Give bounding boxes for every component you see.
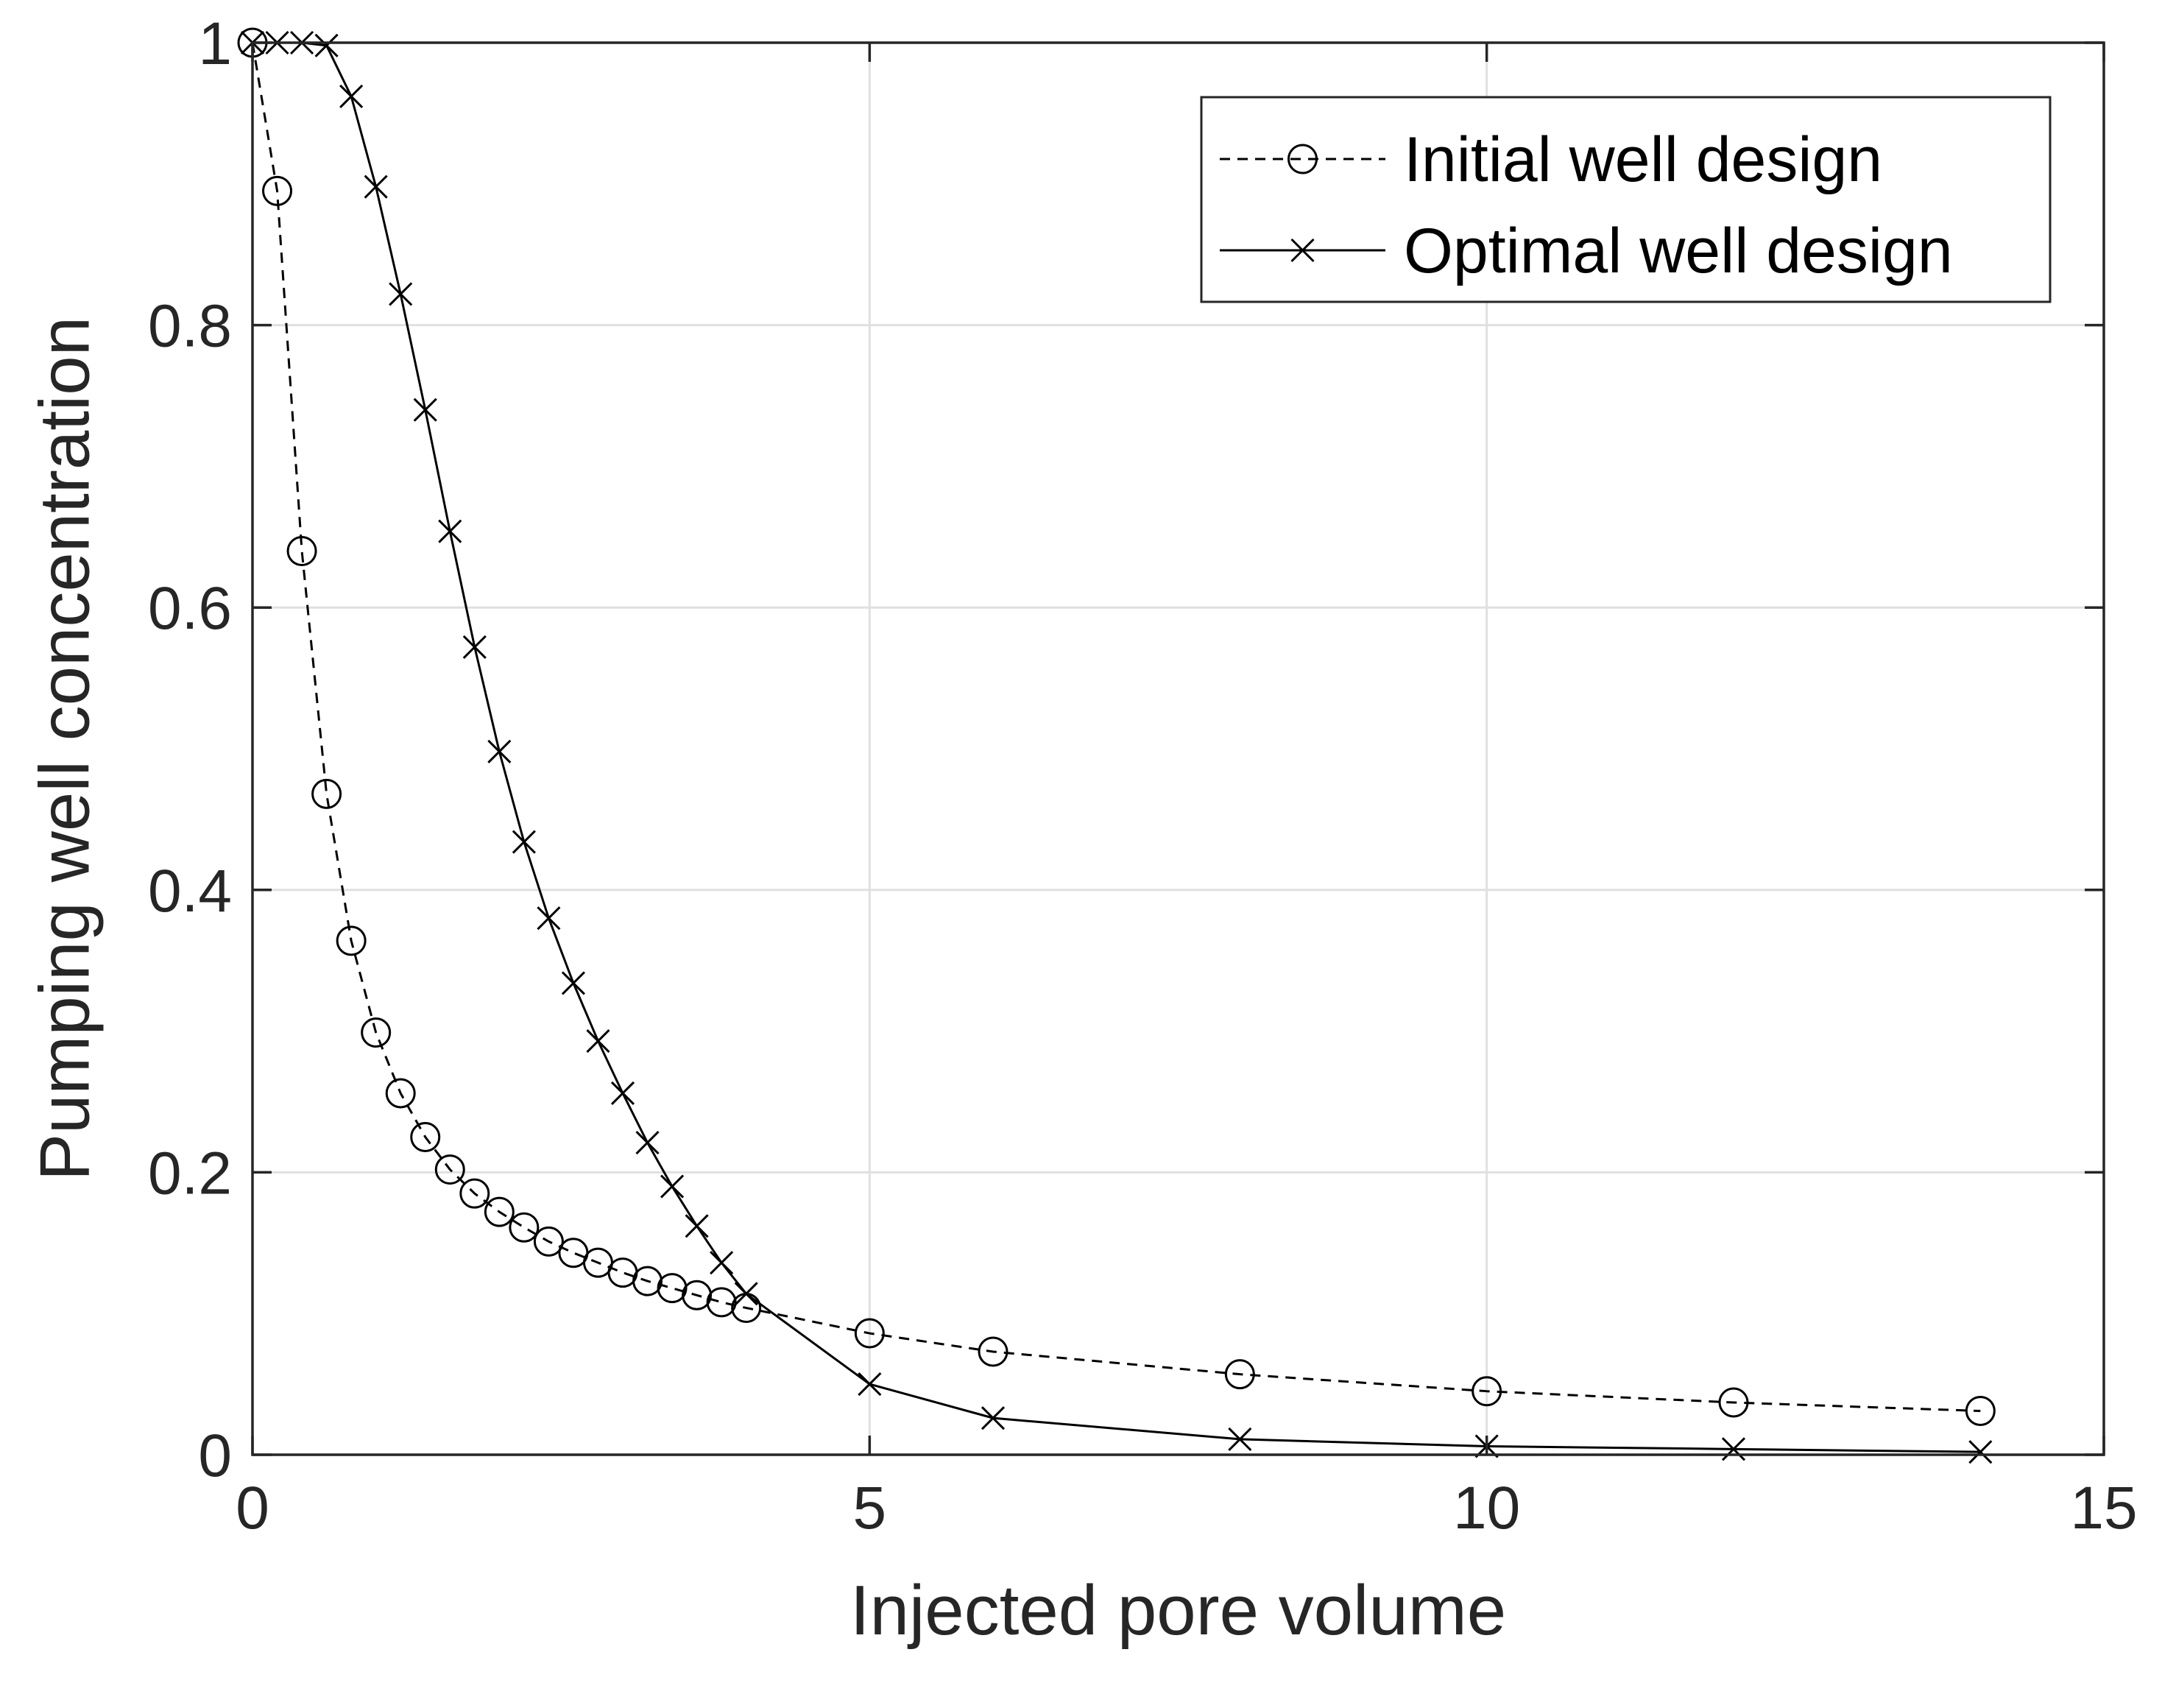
point-1-22: [981, 1406, 1006, 1430]
y-axis-title: Pumping well concentration: [25, 317, 104, 1181]
y-tick-label-4: 0.8: [148, 293, 232, 360]
point-1-19: [710, 1251, 734, 1275]
point-0-18: [682, 1280, 713, 1310]
point-0-12: [533, 1226, 564, 1257]
y-tick-label-1: 0.2: [148, 1140, 232, 1207]
legend-marker-shape-0: [1287, 144, 1318, 174]
point-1-15: [610, 1081, 635, 1106]
point-1-21: [858, 1372, 882, 1397]
series-line-0: [251, 42, 1981, 1413]
point-1-3: [314, 33, 339, 57]
x-tick-label-2: 10: [1453, 1475, 1520, 1542]
point-0-16: [632, 1266, 663, 1296]
point-1-7: [413, 398, 437, 422]
legend-label-optimal: Optimal well design: [1404, 216, 1953, 286]
point-1-11: [512, 830, 536, 854]
point-1-26: [1968, 1440, 1993, 1464]
point-0-7: [410, 1121, 441, 1152]
point-1-8: [438, 519, 462, 543]
series-group: [237, 27, 1996, 1464]
point-0-24: [1472, 1376, 1502, 1407]
point-1-5: [364, 174, 388, 199]
point-0-8: [434, 1154, 465, 1185]
point-0-3: [311, 778, 342, 809]
point-0-22: [978, 1336, 1008, 1367]
y-tick-label-2: 0.4: [148, 858, 232, 925]
point-0-2: [286, 535, 317, 566]
point-0-19: [706, 1287, 737, 1318]
point-0-26: [1965, 1396, 1996, 1427]
point-0-9: [459, 1178, 490, 1209]
y-tick-label-3: 0.6: [148, 575, 232, 642]
point-1-13: [561, 971, 585, 995]
point-0-23: [1224, 1359, 1255, 1390]
x-axis-title: Injected pore volume: [850, 1571, 1506, 1650]
axes-box: [251, 41, 2105, 1456]
legend-marker-initial: [1287, 144, 1318, 174]
plot-area-frame: [251, 41, 2105, 1456]
legend-marker-optimal: [1290, 238, 1315, 263]
point-1-18: [685, 1214, 709, 1238]
y-tick-label-0: 0: [198, 1422, 232, 1489]
y-tick-label-5: 1: [198, 10, 232, 77]
point-1-16: [635, 1131, 660, 1155]
tick-marks: [251, 41, 2105, 1456]
point-0-10: [484, 1196, 515, 1227]
legend-label-initial: Initial well design: [1404, 124, 1882, 195]
point-1-14: [586, 1028, 610, 1054]
point-0-5: [361, 1017, 392, 1048]
legend-box: [1200, 96, 2052, 303]
point-1-25: [1721, 1437, 1746, 1461]
point-0-21: [854, 1318, 885, 1349]
legend: Initial well design Optimal well design: [1200, 96, 2052, 303]
point-0-11: [509, 1212, 540, 1243]
point-1-6: [389, 282, 413, 306]
point-1-12: [537, 906, 561, 931]
tick-labels: 0 5 10 15 0 0.2 0.4 0.6 0.8 1: [148, 10, 2138, 1542]
point-0-17: [657, 1273, 688, 1304]
legend-entry-optimal: Optimal well design: [1220, 216, 1953, 286]
legend-marker-shape-1: [1290, 238, 1315, 263]
x-tick-label-0: 0: [236, 1475, 269, 1542]
point-0-6: [385, 1078, 416, 1109]
point-1-20: [734, 1282, 758, 1306]
point-1-9: [462, 635, 487, 659]
x-tick-label-3: 15: [2070, 1475, 2137, 1542]
point-0-4: [336, 925, 367, 956]
point-1-4: [339, 84, 364, 108]
point-1-10: [487, 739, 512, 763]
legend-entry-initial: Initial well design: [1220, 124, 1882, 195]
series-0: [237, 27, 1996, 1427]
point-1-17: [660, 1174, 685, 1199]
x-tick-label-1: 5: [853, 1475, 887, 1542]
point-0-1: [262, 175, 293, 206]
point-0-25: [1718, 1387, 1749, 1418]
point-1-23: [1228, 1427, 1252, 1451]
